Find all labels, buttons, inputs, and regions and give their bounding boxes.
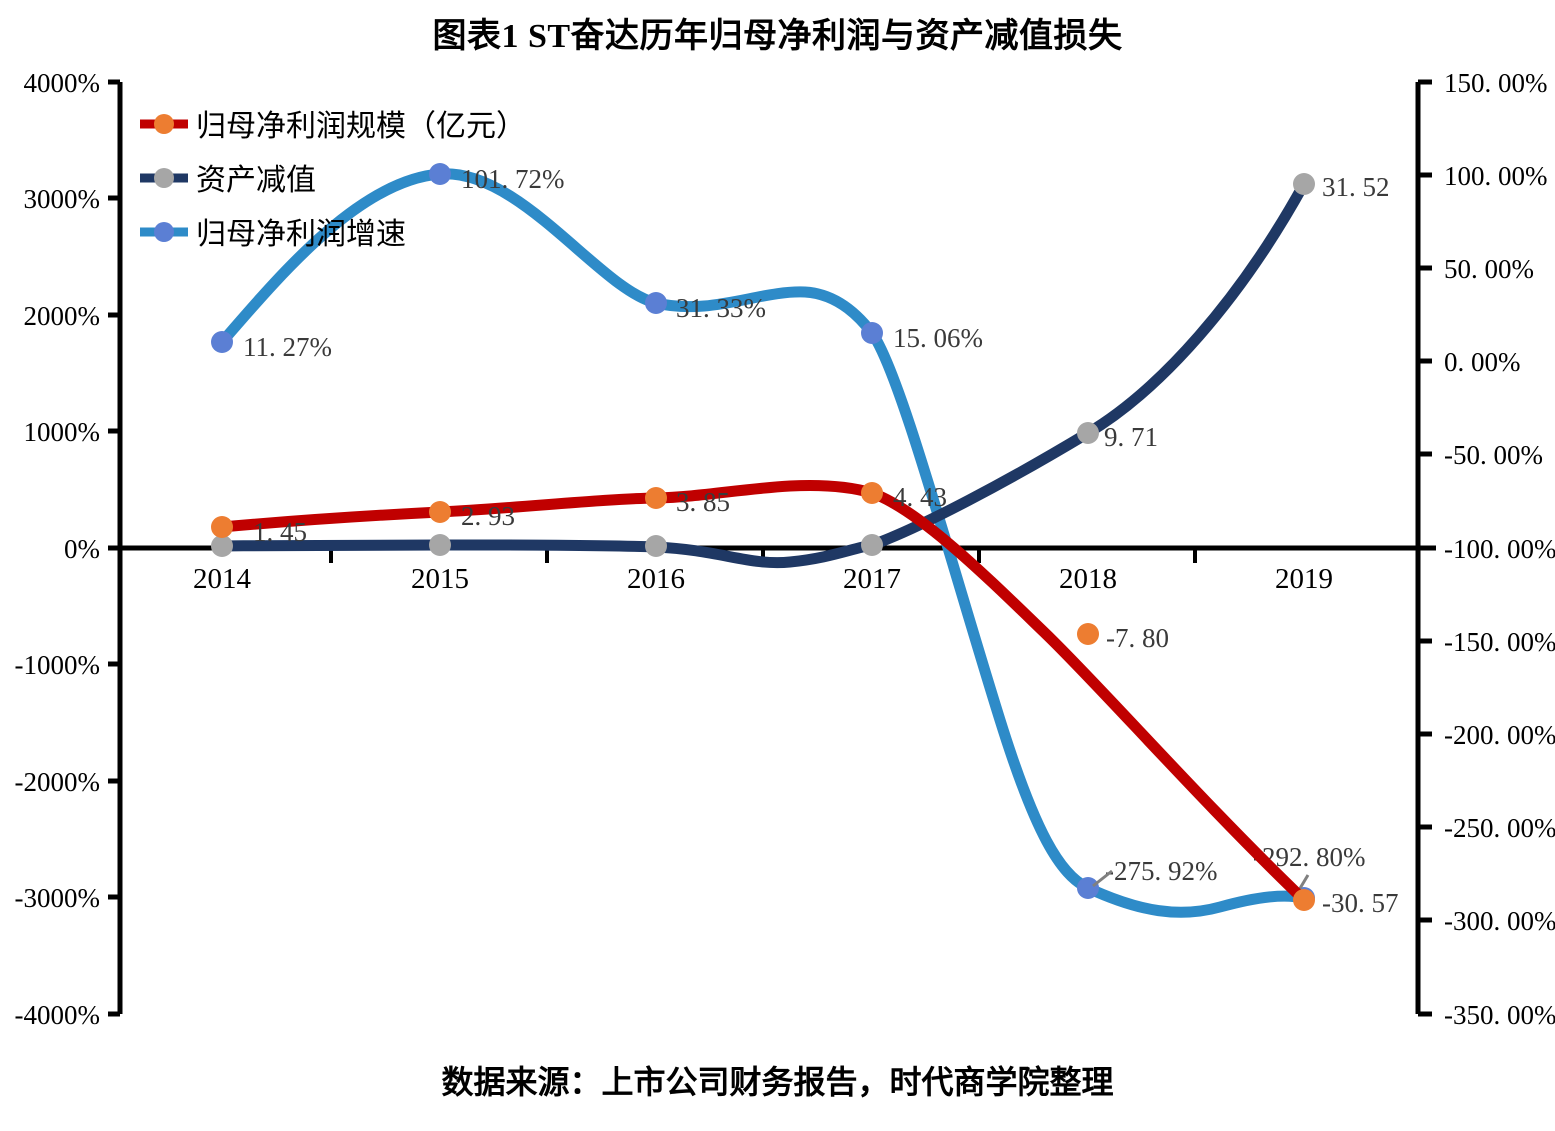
x-label-2019: 2019: [1275, 563, 1333, 595]
left-tick-6: -2000%: [15, 767, 100, 797]
right-tick-7: -200. 00%: [1444, 720, 1555, 750]
right-tick-8: -250. 00%: [1444, 813, 1555, 843]
right-tick-0: 150. 00%: [1444, 68, 1548, 98]
right-tick-9: -300. 00%: [1444, 906, 1555, 936]
right-tick-3: 0. 00%: [1444, 347, 1521, 377]
legend-item-net-profit[interactable]: 归母净利润规模（亿元）: [140, 110, 526, 143]
x-label-2015: 2015: [411, 563, 469, 595]
point-label-growth-2014: 11. 27%: [243, 332, 332, 362]
left-tick-7: -3000%: [15, 883, 100, 913]
x-label-2018: 2018: [1059, 563, 1117, 595]
series-net-profit: 1. 45 2. 93 3. 85 4. 43 -7. 80 -30. 57: [211, 479, 1399, 918]
point-label-growth-2016: 31. 33%: [676, 293, 766, 323]
right-tick-1: 100. 00%: [1444, 161, 1548, 191]
point-label-growth-2017: 15. 06%: [893, 323, 983, 353]
left-tick-4: 0%: [64, 534, 100, 564]
left-tick-0: 4000%: [24, 68, 101, 98]
axis-left: 4000% 3000% 2000% 1000% 0% -1000% -2000%…: [15, 68, 123, 1030]
point-label-growth-2018: -275. 92%: [1105, 856, 1217, 886]
point-label-profit-2015: 2. 93: [461, 501, 515, 531]
axis-x: 2014 2015 2016 2017 2018 2019: [120, 545, 1418, 595]
right-tick-6: -150. 00%: [1444, 627, 1555, 657]
page-title: 图表1 ST奋达历年归母净利润与资产减值损失: [432, 18, 1123, 55]
point-label-profit-2018: -7. 80: [1106, 623, 1169, 653]
right-tick-2: 50. 00%: [1444, 254, 1534, 284]
point-label-impairment-2019: 31. 52: [1322, 172, 1390, 202]
legend-item-growth[interactable]: 归母净利润增速: [140, 218, 406, 251]
left-tick-2: 2000%: [24, 301, 101, 331]
right-tick-4: -50. 00%: [1444, 440, 1543, 470]
chart-source-note: 数据来源：上市公司财务报告，时代商学院整理: [441, 1064, 1114, 1100]
x-label-2016: 2016: [627, 563, 685, 595]
right-tick-5: -100. 00%: [1444, 534, 1555, 564]
left-tick-1: 3000%: [24, 184, 101, 214]
point-label-profit-2016: 3. 85: [676, 487, 730, 517]
left-tick-8: -4000%: [15, 1000, 100, 1030]
left-tick-3: 1000%: [24, 417, 101, 447]
x-label-2014: 2014: [193, 563, 252, 595]
right-tick-10: -350. 00%: [1444, 1000, 1555, 1030]
legend-label-net-profit: 归母净利润规模（亿元）: [196, 110, 526, 143]
series-asset-impairment: 9. 71 31. 52: [211, 172, 1390, 569]
series-net-profit-growth: 11. 27% 101. 72% 31. 33% 15. 06% -275. 9…: [211, 163, 1365, 918]
point-label-profit-2014: 1. 45: [253, 517, 307, 547]
point-label-growth-2015: 101. 72%: [461, 164, 565, 194]
left-tick-5: -1000%: [15, 650, 100, 680]
chart-legend: 归母净利润规模（亿元） 资产减值 归母净利润增速: [140, 110, 526, 251]
legend-item-asset-impairment[interactable]: 资产减值: [140, 164, 316, 197]
point-label-profit-2019: -30. 57: [1322, 888, 1399, 918]
point-label-profit-2017: 4. 43: [893, 482, 947, 512]
axis-right: 150. 00% 100. 00% 50. 00% 0. 00% -50. 00…: [1415, 68, 1555, 1030]
point-label-impairment-2018: 9. 71: [1104, 422, 1158, 452]
legend-label-growth: 归母净利润增速: [196, 218, 406, 251]
x-label-2017: 2017: [843, 563, 901, 595]
legend-label-asset-impairment: 资产减值: [196, 164, 316, 197]
